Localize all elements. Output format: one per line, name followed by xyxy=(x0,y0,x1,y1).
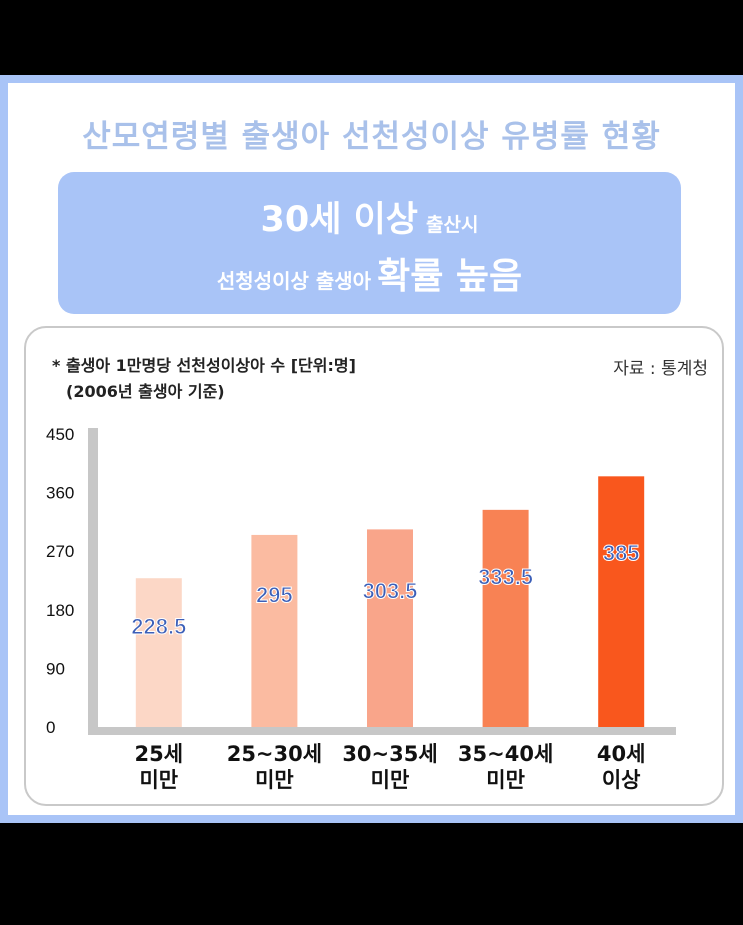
bar xyxy=(598,476,645,727)
y-tick-label: 450 xyxy=(46,425,74,444)
banner-line1-small: 출산시 xyxy=(426,214,479,236)
unit-note: * 출생아 1만명당 선천성이상아 수 [단위:명] xyxy=(52,356,356,375)
chart-panel: 산모연령별 출생아 선천성이상 유병률 현황 30세 이상 출산시 선청성이상 출… xyxy=(8,83,735,815)
bar-value-label: 228.5 xyxy=(131,614,186,639)
bar-chart-svg: 0 90 180 270 360 450 228.5 295 303.5 333.5 385 xyxy=(46,425,676,737)
chart-title: 산모연령별 출생아 선천성이상 유병률 현황 xyxy=(82,119,661,155)
basis-note: (2006년 출생아 기준) xyxy=(66,382,225,401)
bar xyxy=(135,578,182,727)
bar-value-label: 295 xyxy=(256,583,293,608)
x-tick-label: 40세 이상 xyxy=(596,742,646,792)
headline-banner: 30세 이상 출산시 선청성이상 출생아 확률 높음 xyxy=(58,172,681,314)
y-tick-label: 270 xyxy=(46,542,74,561)
banner-line1-big: 30세 이상 xyxy=(260,200,419,240)
y-tick-label: 180 xyxy=(46,601,74,620)
chart-frame: 산모연령별 출생아 선천성이상 유병률 현황 30세 이상 출산시 선청성이상 출… xyxy=(0,75,743,823)
bar xyxy=(367,529,413,727)
banner-line2: 선청성이상 출생아 확률 높음 xyxy=(58,247,681,299)
y-axis-line xyxy=(88,428,98,735)
y-tick-label: 90 xyxy=(46,659,65,678)
banner-line2-big: 확률 높음 xyxy=(377,256,523,297)
bar-value-label: 333.5 xyxy=(478,565,533,590)
y-tick-label: 360 xyxy=(46,484,74,503)
x-tick-label: 25세 미만 xyxy=(134,742,184,792)
banner-line1: 30세 이상 출산시 xyxy=(58,191,681,242)
y-tick-label: 0 xyxy=(46,718,55,737)
x-tick-label: 30~35세 미만 xyxy=(342,742,438,792)
bar xyxy=(251,534,298,727)
x-axis-line xyxy=(88,727,676,735)
bar xyxy=(482,509,529,727)
x-tick-label: 35~40세 미만 xyxy=(457,742,554,792)
x-tick-label: 25~30세 미만 xyxy=(226,742,323,792)
chart-area: * 출생아 1만명당 선천성이상아 수 [단위:명] (2006년 출생아 기준… xyxy=(24,326,724,806)
source-label: 자료 : 통계청 xyxy=(613,359,708,379)
bar-value-label: 385 xyxy=(603,541,640,566)
banner-line2-small: 선청성이상 출생아 xyxy=(216,269,372,293)
bar-value-label: 303.5 xyxy=(362,579,417,604)
